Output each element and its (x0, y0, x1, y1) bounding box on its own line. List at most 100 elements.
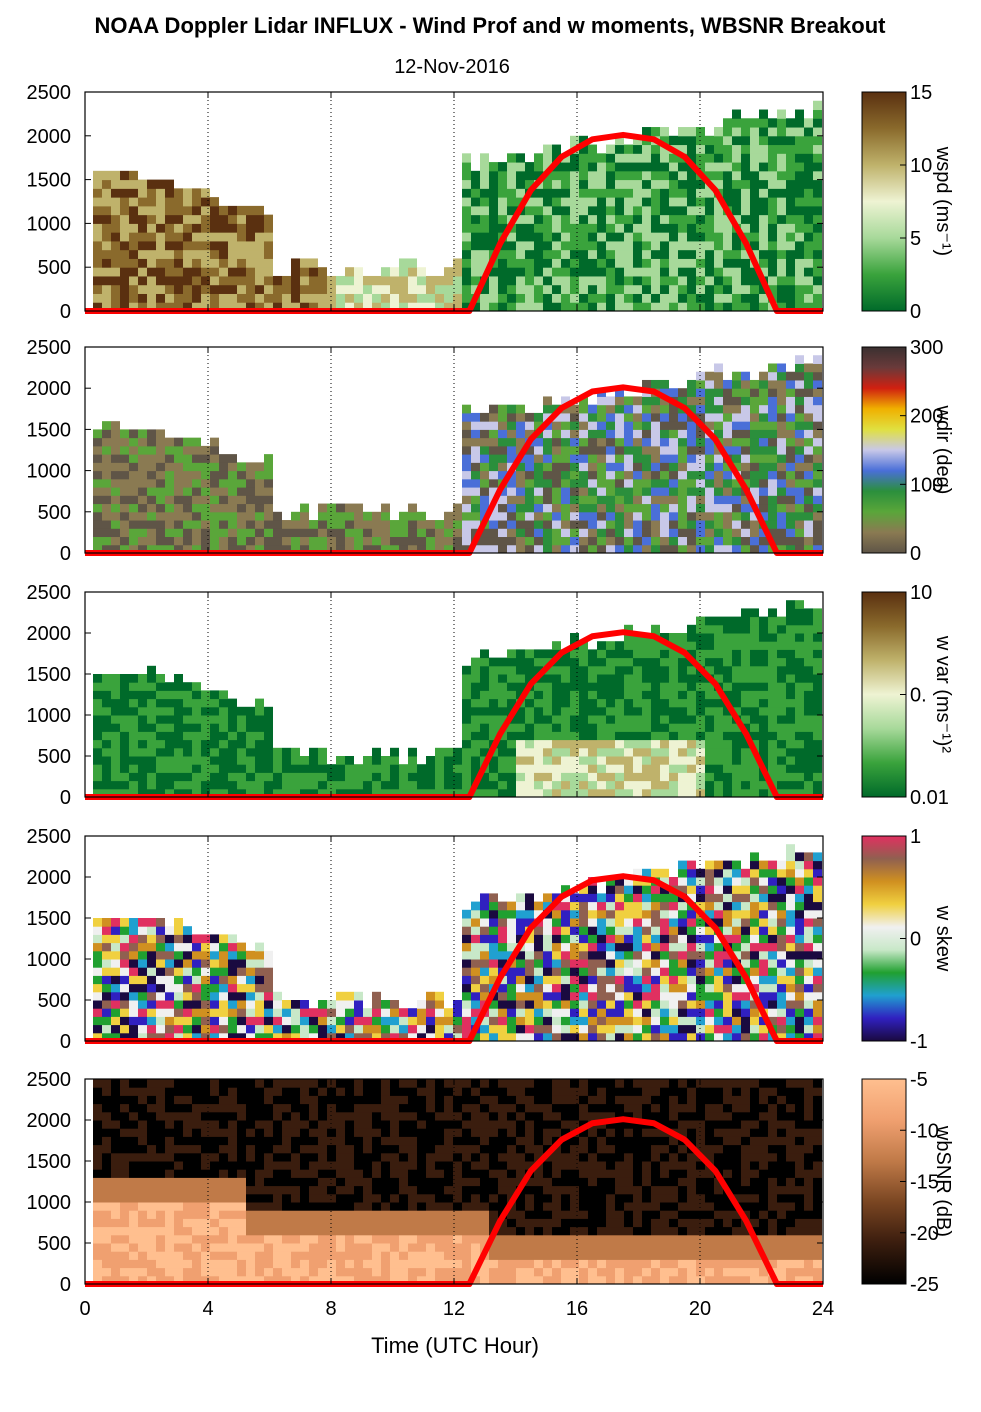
heatmap-cell (462, 503, 471, 513)
heatmap-cell (165, 698, 174, 708)
heatmap-cell (588, 205, 597, 216)
heatmap-cell (156, 293, 165, 303)
heatmap-cell (606, 877, 615, 886)
heatmap-cell (660, 258, 669, 268)
heatmap-cell (552, 437, 561, 447)
heatmap-cell (795, 258, 804, 268)
heatmap-cell (660, 511, 669, 521)
heatmap-cell (606, 649, 615, 659)
heatmap-cell (471, 214, 480, 224)
heatmap-cell (282, 275, 291, 286)
heatmap-cell (516, 975, 525, 985)
heatmap-cell (111, 240, 120, 251)
heatmap-cell (336, 275, 345, 286)
heatmap-cell (795, 1032, 804, 1042)
heatmap-cell (426, 772, 435, 782)
heatmap-cell (201, 267, 210, 277)
heatmap-cell (534, 232, 543, 242)
heatmap-cell (768, 764, 777, 773)
heatmap-cell (480, 788, 489, 798)
heatmap-cell (813, 852, 822, 862)
heatmap-cell (669, 633, 678, 642)
heatmap-cell (651, 975, 660, 985)
heatmap-cell (138, 214, 147, 224)
heatmap-cell (138, 258, 147, 268)
heatmap-cell (201, 967, 210, 976)
heatmap-cell (210, 934, 219, 944)
heatmap-cell (714, 723, 723, 732)
heatmap-cell (246, 967, 255, 976)
heatmap-cell (669, 421, 678, 430)
heatmap-cell (219, 739, 228, 749)
heatmap-cell (480, 284, 489, 294)
heatmap-cell (174, 788, 183, 798)
heatmap-cell (300, 764, 309, 773)
heatmap-cell (615, 682, 624, 691)
heatmap-cell (462, 715, 471, 724)
heatmap-cell (507, 747, 516, 757)
heatmap-cell (516, 682, 525, 691)
heatmap-cell (192, 983, 201, 993)
heatmap-cell (759, 616, 768, 626)
heatmap-cell (561, 275, 570, 286)
heatmap-cell (579, 764, 588, 773)
heatmap-cell (498, 950, 507, 960)
heatmap-cell (93, 511, 102, 521)
heatmap-cell (714, 144, 723, 154)
heatmap-cell (480, 437, 489, 447)
heatmap-cell (570, 772, 579, 782)
heatmap-cell (120, 1016, 129, 1026)
heatmap-cell (516, 934, 525, 944)
heatmap-cell (624, 205, 633, 216)
heatmap-cell (795, 223, 804, 233)
heatmap-cell (156, 1008, 165, 1017)
heatmap-cell (714, 495, 723, 505)
heatmap-cell (102, 967, 111, 976)
heatmap-cell (714, 404, 723, 414)
heatmap-cell (606, 1000, 615, 1009)
heatmap-cell (120, 682, 129, 691)
heatmap-cell (93, 674, 102, 683)
heatmap-cell (705, 616, 714, 626)
heatmap-cell (579, 1032, 588, 1042)
heatmap-cell (570, 633, 579, 642)
heatmap-cell (777, 991, 786, 1001)
heatmap-cell (651, 396, 660, 406)
heatmap-cell (372, 747, 381, 757)
heatmap-cell (651, 942, 660, 952)
heatmap-cell (498, 437, 507, 447)
colorbar-tick-label: 0. (910, 685, 927, 707)
heatmap-cell (237, 293, 246, 303)
heatmap-cell (471, 232, 480, 242)
heatmap-cell (345, 1016, 354, 1026)
heatmap-cell (129, 942, 138, 952)
heatmap-cell (183, 991, 192, 1001)
heatmap-cell (129, 275, 138, 286)
heatmap-cell (615, 153, 624, 163)
heatmap-cell (489, 205, 498, 216)
heatmap-cell (651, 739, 660, 749)
colorbar (861, 591, 907, 798)
heatmap-cell (147, 223, 156, 233)
heatmap-cell (597, 739, 606, 749)
heatmap-cell (696, 690, 705, 700)
heatmap-cell (777, 170, 786, 181)
heatmap-cell (741, 649, 750, 659)
heatmap-cell (606, 487, 615, 496)
heatmap-cell (120, 437, 129, 447)
heatmap-cell (165, 967, 174, 976)
heatmap-cell (669, 179, 678, 189)
heatmap-cell (741, 706, 750, 716)
heatmap-cell (723, 240, 732, 251)
heatmap-cell (660, 188, 669, 198)
heatmap-cell (813, 544, 822, 554)
heatmap-cell (102, 959, 111, 968)
heatmap-cell (705, 412, 714, 422)
heatmap-cell (777, 179, 786, 189)
heatmap-cell (777, 975, 786, 985)
heatmap-cell (543, 731, 552, 741)
heatmap-cell (795, 764, 804, 773)
heatmap-cell (750, 909, 759, 919)
heatmap-field (93, 100, 822, 312)
heatmap-cell (615, 503, 624, 513)
